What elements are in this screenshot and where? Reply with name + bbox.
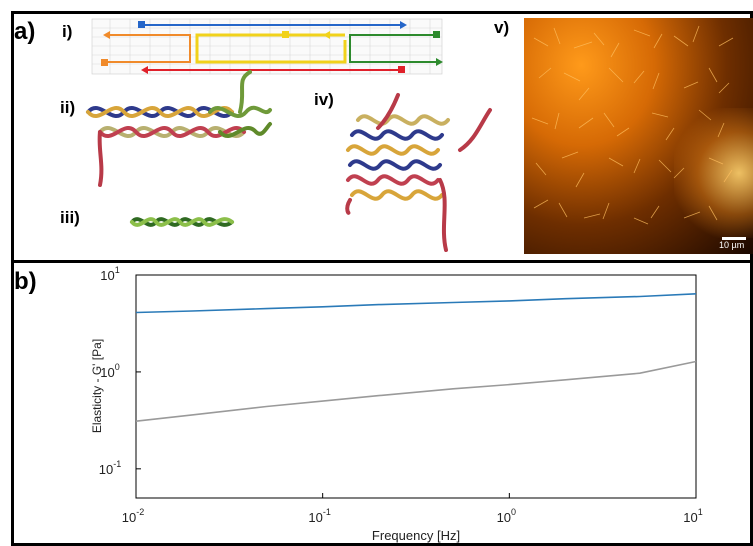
panel-a-label: a) <box>14 18 36 45</box>
sub-label-iii: iii) <box>60 208 80 227</box>
scale-bar <box>722 237 746 240</box>
panel-b-frame <box>11 260 753 546</box>
sub-label-iv: iv) <box>314 90 334 109</box>
panel-b-label: b) <box>14 268 37 295</box>
micrograph-fibers <box>531 25 734 225</box>
sub-label-i: i) <box>62 22 73 41</box>
sub-label-v: v) <box>494 18 510 37</box>
sub-label-ii: ii) <box>60 98 76 117</box>
micrograph-bright-region <box>674 108 753 238</box>
fluorescence-micrograph: 10 µm <box>524 18 753 254</box>
scale-bar-label: 10 µm <box>719 240 745 250</box>
